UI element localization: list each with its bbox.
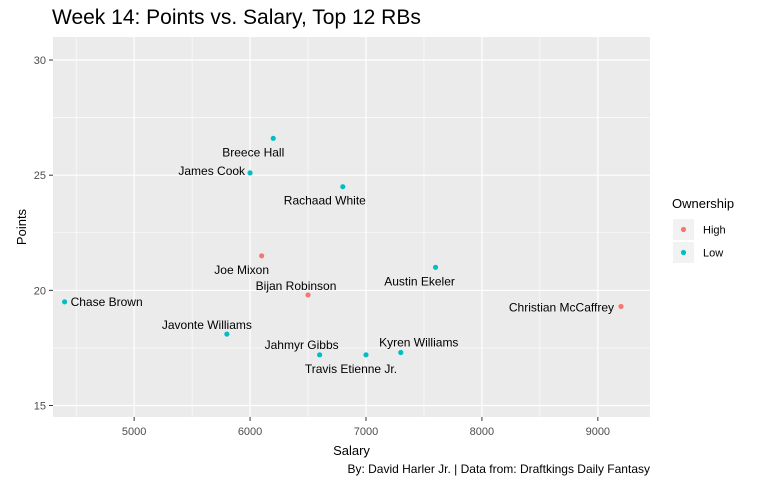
x-tick-label: 8000 [470, 426, 494, 438]
point-label: James Cook [178, 164, 246, 178]
legend-title: Ownership [672, 196, 734, 211]
data-point [317, 352, 323, 358]
point-label: Bijan Robinson [256, 279, 337, 293]
data-point [259, 253, 265, 259]
x-tick-label: 7000 [354, 426, 378, 438]
x-tick-label: 9000 [586, 426, 610, 438]
data-point [61, 299, 68, 305]
legend-marker [680, 249, 687, 256]
point-label: Chase Brown [71, 295, 143, 309]
data-point [618, 303, 624, 310]
y-tick-label: 25 [34, 170, 46, 182]
point-label: Breece Hall [222, 145, 284, 159]
data-point [305, 292, 311, 298]
y-axis-title: Points [14, 208, 29, 245]
x-tick-label: 6000 [238, 426, 262, 438]
data-point [398, 349, 404, 356]
point-label: Austin Ekeler [384, 274, 455, 288]
point-label: Joe Mixon [214, 263, 269, 277]
legend-marker [680, 226, 687, 233]
point-label: Travis Etienne Jr. [305, 362, 397, 376]
data-point [270, 135, 276, 141]
data-point [432, 264, 439, 270]
point-label: Kyren Williams [379, 336, 458, 350]
y-tick-label: 30 [34, 55, 46, 67]
x-tick-label: 5000 [122, 426, 146, 438]
point-label: Javonte Williams [162, 318, 252, 332]
data-point [247, 170, 253, 176]
data-point [224, 331, 230, 337]
data-point [363, 352, 369, 358]
chart-caption: By: David Harler Jr. | Data from: Draftk… [347, 462, 650, 476]
point-label: Christian McCaffrey [509, 300, 614, 314]
y-tick-label: 20 [34, 285, 46, 297]
point-label: Jahmyr Gibbs [265, 338, 339, 352]
y-tick-label: 15 [34, 400, 46, 412]
x-axis-title: Salary [333, 443, 370, 458]
legend-label: High [703, 225, 726, 237]
plot-panel [53, 37, 650, 417]
point-label: Rachaad White [284, 194, 366, 208]
legend-label: Low [703, 248, 723, 260]
data-point [340, 184, 346, 190]
chart-title: Week 14: Points vs. Salary, Top 12 RBs [52, 6, 421, 29]
